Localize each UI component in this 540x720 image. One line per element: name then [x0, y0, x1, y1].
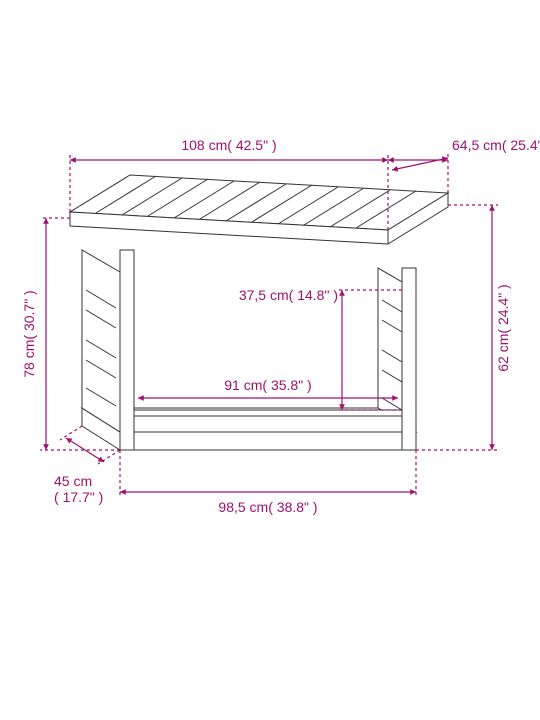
dim-roof-width-in: 42.5" [236, 137, 268, 153]
dim-roof-depth-in: 25.4" [510, 137, 540, 153]
svg-text:45 cm ( 17.7" ): 45 cm ( 17.7" ) [54, 473, 103, 505]
svg-text:108 cm( 42.5" ): 108 cm( 42.5" ) [181, 137, 276, 153]
svg-text:37,5 cm( 14.8" ): 37,5 cm( 14.8" ) [239, 287, 338, 303]
dim-base-depth-in: 17.7" [63, 489, 95, 505]
roof [70, 175, 448, 244]
dim-inner-height-cm: 37,5 cm [239, 287, 289, 303]
dim-roof-depth: 64,5 cm( 25.4" ) [388, 137, 540, 193]
dim-height-left-cm: 78 cm [21, 340, 37, 378]
svg-text:62 cm( 24.4" ): 62 cm( 24.4" ) [495, 284, 511, 371]
dim-inner-height-in: 14.8" [297, 287, 329, 303]
dim-base-width-in: 38.8" [277, 499, 309, 515]
dim-height-left-in: 30.7" [21, 299, 37, 331]
svg-text:91 cm( 35.8" ): 91 cm( 35.8" ) [224, 377, 311, 393]
dim-inner-width: 91 cm( 35.8" ) [138, 377, 398, 398]
dim-height-right-in: 24.4" [495, 293, 511, 325]
svg-text:64,5 cm( 25.4" ): 64,5 cm( 25.4" ) [452, 137, 540, 153]
dim-inner-width-in: 35.8" [271, 377, 303, 393]
svg-text:78 cm( 30.7" ): 78 cm( 30.7" ) [21, 290, 37, 377]
dim-roof-depth-cm: 64,5 cm [452, 137, 502, 153]
dim-base-depth-cm: 45 cm [54, 473, 92, 489]
dim-height-right-cm: 62 cm [495, 334, 511, 372]
product-drawing [70, 175, 448, 450]
svg-text:98,5 cm( 38.8" ): 98,5 cm( 38.8" ) [218, 499, 317, 515]
dim-height-right: 62 cm( 24.4" ) [416, 205, 511, 450]
dim-base-width-cm: 98,5 cm [218, 499, 268, 515]
left-side-slats [82, 250, 120, 432]
dim-roof-width-cm: 108 cm [181, 137, 227, 153]
dim-base-width: 98,5 cm( 38.8" ) [120, 450, 416, 515]
dim-inner-width-cm: 91 cm [224, 377, 262, 393]
inner-floor [134, 410, 402, 432]
